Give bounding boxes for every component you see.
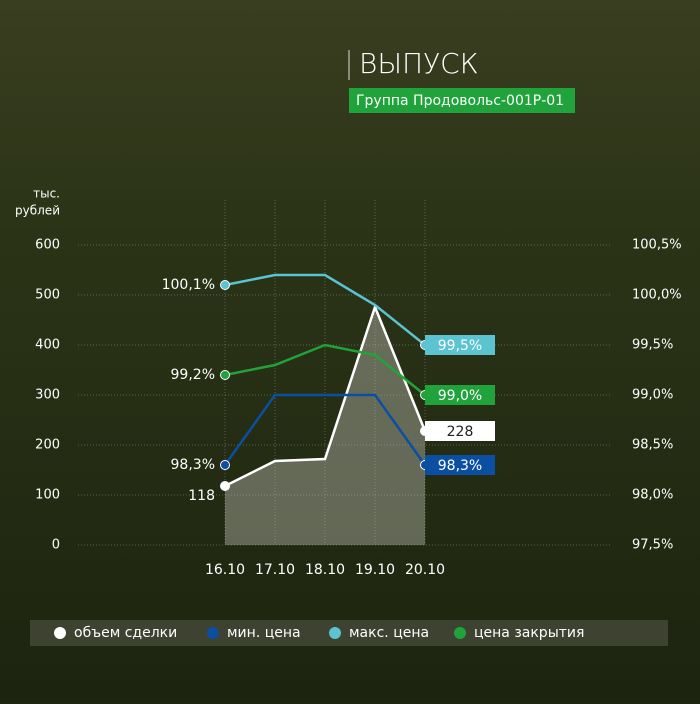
point xyxy=(220,370,230,380)
y-tick-label: 500 xyxy=(35,288,60,303)
x-tick-label: 19.10 xyxy=(355,562,395,578)
line xyxy=(224,343,426,396)
legend-label: цена закрытия xyxy=(474,625,584,641)
legend xyxy=(30,620,668,646)
y2-tick-label: 99,0% xyxy=(632,388,673,403)
chart-subtitle: Группа Продовольс-001Р-01 xyxy=(356,93,564,109)
value-label: 98,3% xyxy=(171,457,215,473)
value-label-box xyxy=(425,421,495,441)
y-axis-label: рублей xyxy=(15,204,60,218)
y2-tick-label: 99,5% xyxy=(632,338,673,353)
value-label: 99,0% xyxy=(438,388,482,404)
y-tick-label: 200 xyxy=(35,438,60,453)
y-tick-label: 300 xyxy=(35,388,60,403)
x-tick-label: 20.10 xyxy=(405,562,445,578)
y2-tick-label: 97,5% xyxy=(632,538,673,553)
legend-label: мин. цена xyxy=(227,625,301,641)
y2-tick-label: 98,0% xyxy=(632,488,673,503)
y-tick-label: 600 xyxy=(35,238,60,253)
y2-tick-label: 98,5% xyxy=(632,438,673,453)
legend-swatch xyxy=(454,627,466,639)
y-axis-label: тыс. xyxy=(33,187,60,201)
y2-tick-label: 100,5% xyxy=(632,238,682,253)
area xyxy=(225,307,425,545)
legend-swatch xyxy=(54,627,66,639)
value-label: 99,5% xyxy=(438,338,482,354)
point xyxy=(220,460,230,470)
line xyxy=(223,393,427,466)
y-tick-label: 100 xyxy=(35,488,60,503)
x-tick-label: 18.10 xyxy=(305,562,345,578)
value-label: 99,2% xyxy=(171,367,215,383)
legend-label: макс. цена xyxy=(349,625,429,641)
point xyxy=(220,280,230,290)
x-tick-label: 16.10 xyxy=(205,562,245,578)
legend-swatch xyxy=(207,627,219,639)
line xyxy=(224,273,426,346)
value-label-box xyxy=(425,335,495,355)
legend-label: объем сделки xyxy=(74,625,177,641)
chart-title: ВЫПУСК xyxy=(359,47,479,80)
value-label-box xyxy=(425,385,495,405)
legend-swatch xyxy=(329,627,341,639)
value-label: 118 xyxy=(188,488,215,504)
subtitle-box xyxy=(349,88,575,113)
value-label: 100,1% xyxy=(162,277,215,293)
value-label-box xyxy=(425,455,495,475)
value-label: 98,3% xyxy=(438,458,482,474)
x-tick-label: 17.10 xyxy=(255,562,295,578)
value-label: 228 xyxy=(447,424,474,440)
y-tick-label: 0 xyxy=(52,538,60,553)
point xyxy=(220,481,230,491)
line xyxy=(224,303,427,488)
y-tick-label: 400 xyxy=(35,338,60,353)
y2-tick-label: 100,0% xyxy=(632,288,682,303)
